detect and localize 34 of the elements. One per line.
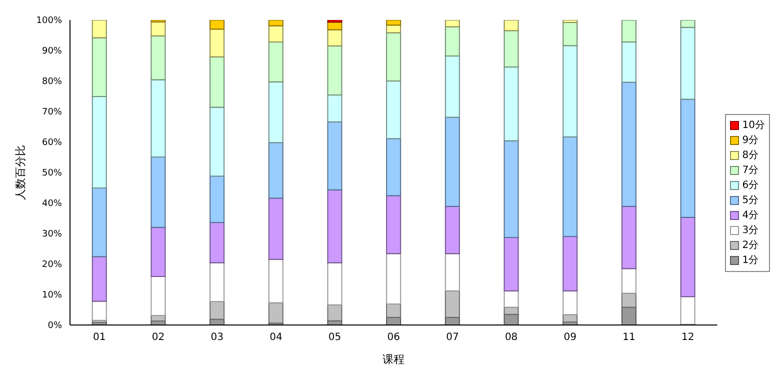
x-tick-label: 08 [504,332,518,344]
y-tick-label: 50% [42,168,62,179]
x-tick-label: 04 [270,332,282,344]
x-tick-label: 01 [93,332,106,344]
y-tick-label: 90% [42,46,62,57]
y-tick-label: 20% [42,260,62,270]
y-tick-label: 30% [42,230,62,240]
y-tick-label: 0% [48,321,62,332]
y-tick-label: 100% [36,16,62,26]
legend-label: 7分 [742,164,759,178]
x-axis-title: 课程 [382,353,405,366]
x-tick-label: 12 [681,332,694,344]
legend-label: 8分 [742,148,759,162]
y-tick-label: 70% [42,108,62,118]
legend-label: 10分 [742,118,765,132]
legend-label: 5分 [742,194,759,208]
y-axis-title: 人数百分比 [14,145,27,200]
x-tick-label: 02 [152,332,165,344]
y-tick-label: 10% [42,290,62,301]
legend-label: 2分 [742,238,759,252]
legend-label: 1分 [742,254,759,268]
y-tick-label: 60% [42,138,62,148]
legend-label: 6分 [742,178,759,192]
x-tick-label: 09 [564,332,577,344]
y-tick-label: 80% [42,77,62,88]
legend-label: 3分 [742,224,759,238]
x-tick-label: 03 [210,332,224,344]
y-tick-label: 40% [42,199,62,210]
x-tick-label: 07 [446,332,459,344]
x-tick-label: 06 [387,332,400,344]
x-tick-label: 05 [328,332,342,344]
legend-label: 4分 [742,208,759,222]
legend-label: 9分 [742,134,759,148]
x-tick-label: 11 [622,332,636,344]
